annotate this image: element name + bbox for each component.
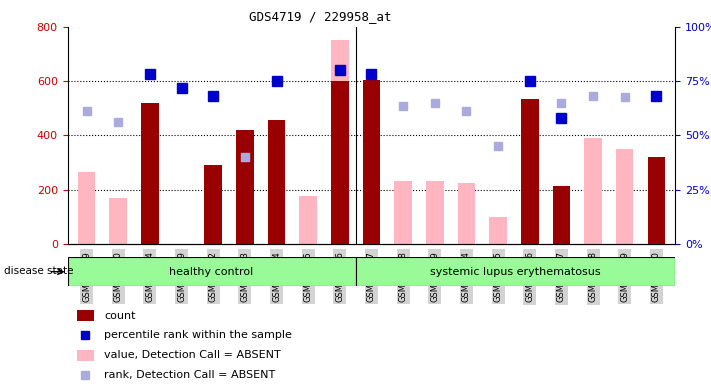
Text: percentile rank within the sample: percentile rank within the sample [104, 330, 292, 341]
Bar [552, 185, 570, 244]
Bar [141, 129, 159, 244]
Text: disease state: disease state [4, 266, 73, 276]
Bar [77, 172, 95, 244]
Bar [236, 130, 254, 244]
Bar [458, 183, 475, 244]
Bar [356, 257, 675, 286]
Text: rank, Detection Call = ABSENT: rank, Detection Call = ABSENT [104, 370, 275, 380]
Text: GDS4719 / 229958_at: GDS4719 / 229958_at [249, 10, 391, 23]
Bar [363, 80, 380, 244]
Bar [109, 198, 127, 244]
Bar [68, 257, 356, 286]
Text: systemic lupus erythematosus: systemic lupus erythematosus [430, 266, 601, 277]
Text: value, Detection Call = ABSENT: value, Detection Call = ABSENT [104, 350, 281, 360]
Bar [268, 121, 285, 244]
Bar [489, 217, 507, 244]
Bar [205, 165, 222, 244]
Bar [584, 138, 602, 244]
Bar [331, 40, 348, 244]
Bar [616, 149, 634, 244]
Bar [395, 182, 412, 244]
Bar [77, 350, 94, 361]
Bar [521, 99, 538, 244]
Bar [648, 157, 665, 244]
Bar [331, 81, 348, 244]
Text: healthy control: healthy control [169, 266, 254, 277]
Bar [426, 182, 444, 244]
Text: count: count [104, 311, 136, 321]
Bar [141, 103, 159, 244]
Bar [299, 196, 317, 244]
Bar [77, 310, 94, 321]
